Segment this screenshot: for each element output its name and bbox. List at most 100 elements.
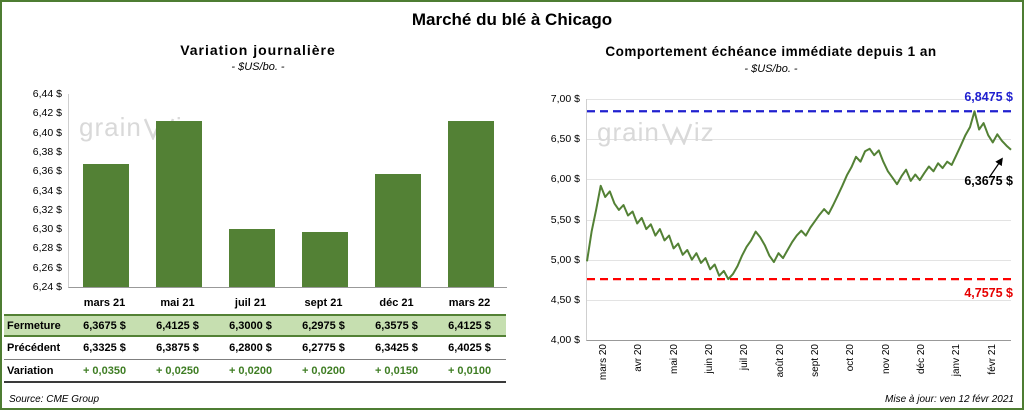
- x-axis-label: mars 21: [83, 297, 126, 309]
- bar-chart-plot: grain iz: [68, 94, 507, 288]
- x-axis-label-text: févr 21: [986, 344, 998, 375]
- y-axis-label: 7,00 $: [550, 93, 580, 105]
- max-value-label: 6,8475 $: [964, 90, 1013, 105]
- line-chart-x-axis: mars 20 avr 20 mai 20 juin 20 juil 20 août 20…: [586, 344, 1010, 400]
- line-chart-plot: grain iz 6,8475 $ 6,3675 $ 4,7575 $: [586, 90, 1013, 341]
- gridline: [587, 179, 1011, 181]
- x-axis-label-text: nov 20: [880, 344, 892, 375]
- table-cell: + 0,0150: [360, 360, 433, 383]
- gridline: [587, 99, 1011, 100]
- bar-mars 21: [82, 163, 129, 287]
- y-axis-label: 6,26 $: [32, 261, 62, 274]
- x-axis-label: févr 21: [975, 344, 1010, 400]
- table-cell: 6,3675 $: [68, 314, 141, 337]
- x-axis-label-text: août 20: [774, 344, 786, 378]
- x-axis-label: déc 20: [904, 344, 939, 400]
- y-axis-label: 6,24 $: [32, 281, 62, 293]
- x-axis-label: janv 21: [939, 344, 974, 400]
- x-axis-label-text: mai 20: [668, 344, 680, 375]
- min-value-label: 4,7575 $: [964, 286, 1013, 301]
- y-axis-label: 6,28 $: [32, 242, 62, 255]
- watermark-text: grain: [597, 117, 660, 147]
- row-label-precedent: Précédent: [4, 337, 68, 360]
- gridline: [587, 139, 1011, 141]
- x-axis-label-text: déc 20: [916, 344, 928, 375]
- x-axis-label: déc 21: [379, 297, 414, 309]
- y-axis-label: 6,34 $: [32, 184, 62, 197]
- x-axis-label: avr 20: [621, 344, 656, 400]
- x-axis-label-text: janv 21: [951, 344, 963, 377]
- line-chart-subtitle: - $US/bo. -: [744, 63, 798, 75]
- x-axis-label: juil 21: [234, 297, 267, 309]
- table-cell: 6,3425 $: [360, 337, 433, 360]
- line-chart-title: Comportement échéance immédiate depuis 1…: [605, 44, 937, 59]
- table-cell: 6,3000 $: [214, 314, 287, 337]
- x-axis-label: mai 20: [657, 344, 692, 400]
- table-cell: 6,3325 $: [68, 337, 141, 360]
- grainwiz-watermark: grain iz: [597, 117, 715, 148]
- row-label-variation: Variation: [4, 360, 68, 383]
- watermark-text: grain: [79, 112, 142, 142]
- x-axis-label-text: sept 20: [810, 344, 822, 377]
- table-cell: + 0,0250: [141, 360, 214, 383]
- price-series-line: [586, 110, 1012, 281]
- page-title: Marché du blé à Chicago: [411, 10, 613, 29]
- table-corner: [4, 292, 68, 314]
- x-axis-label: juil 20: [727, 344, 762, 400]
- x-axis-label-text: juil 20: [739, 344, 751, 371]
- x-axis-label: nov 20: [869, 344, 904, 400]
- y-axis-label: 6,32 $: [32, 203, 62, 216]
- row-label-fermeture: Fermeture: [4, 314, 68, 337]
- y-axis-label: 4,50 $: [550, 293, 580, 306]
- gridline: [587, 219, 1011, 221]
- y-axis-label: 6,00 $: [550, 173, 580, 186]
- bar-juil 21: [228, 229, 275, 287]
- watermark-w-icon: [661, 123, 693, 145]
- bar-chart-title: Variation journalière: [180, 42, 336, 58]
- table-cell: 6,4125 $: [433, 314, 506, 337]
- last-value-label: 6,3675 $: [964, 173, 1013, 188]
- table-cell: + 0,0200: [214, 360, 287, 383]
- y-axis-label: 6,36 $: [32, 165, 62, 178]
- y-axis-label: 5,50 $: [550, 213, 580, 226]
- x-axis-label: oct 20: [833, 344, 868, 400]
- price-table: mars 21 mai 21 juil 21 sept 21 déc 21 mars 22…: [4, 292, 506, 383]
- x-axis-label-text: juin 20: [704, 344, 716, 374]
- y-axis-label: 6,44 $: [32, 88, 62, 100]
- gridline: [587, 299, 1011, 301]
- x-axis-label-text: avr 20: [633, 344, 645, 372]
- x-axis-label-text: mars 20: [598, 344, 610, 381]
- x-axis-label: mars 22: [448, 297, 491, 309]
- x-axis-label: sept 21: [304, 297, 343, 309]
- bar-déc 21: [374, 173, 421, 287]
- price-line-chart: [586, 110, 1012, 281]
- source-note: Source: CME Group: [9, 394, 100, 405]
- x-axis-label: mai 21: [160, 297, 195, 309]
- table-cell: 6,2800 $: [214, 337, 287, 360]
- x-axis-label: juin 20: [692, 344, 727, 400]
- table-cell: 6,2775 $: [287, 337, 360, 360]
- y-axis-label: 6,40 $: [32, 126, 62, 139]
- bar-chart-y-axis: 6,44 $ 6,42 $ 6,40 $ 6,38 $ 6,36 $ 6,34 $ 6,32…: [16, 88, 62, 293]
- table-cell: 6,4125 $: [141, 314, 214, 337]
- update-note: Mise à jour: ven 12 févr 2021: [885, 394, 1014, 405]
- bar-sept 21: [301, 231, 348, 287]
- table-cell: 6,2975 $: [287, 314, 360, 337]
- x-axis-label: sept 20: [798, 344, 833, 400]
- table-cell: 6,4025 $: [433, 337, 506, 360]
- bar-chart-subtitle: - $US/bo. -: [231, 61, 285, 73]
- watermark-text: iz: [693, 117, 715, 147]
- line-chart-y-axis: 7,00 $ 6,50 $ 6,00 $ 5,50 $ 5,00 $ 4,50 $ 4,00…: [534, 93, 580, 346]
- x-axis-label: août 20: [763, 344, 798, 400]
- y-axis-label: 6,42 $: [32, 107, 62, 120]
- table-cell: + 0,0200: [287, 360, 360, 383]
- table-cell: + 0,0100: [433, 360, 506, 383]
- bar-mars 22: [447, 120, 494, 287]
- y-axis-label: 6,38 $: [32, 145, 62, 158]
- gridline: [587, 259, 1011, 261]
- bar-mai 21: [155, 120, 202, 287]
- last-value-arrow: [988, 157, 1003, 179]
- x-axis-label-text: oct 20: [845, 344, 857, 372]
- y-axis-label: 6,30 $: [32, 223, 62, 236]
